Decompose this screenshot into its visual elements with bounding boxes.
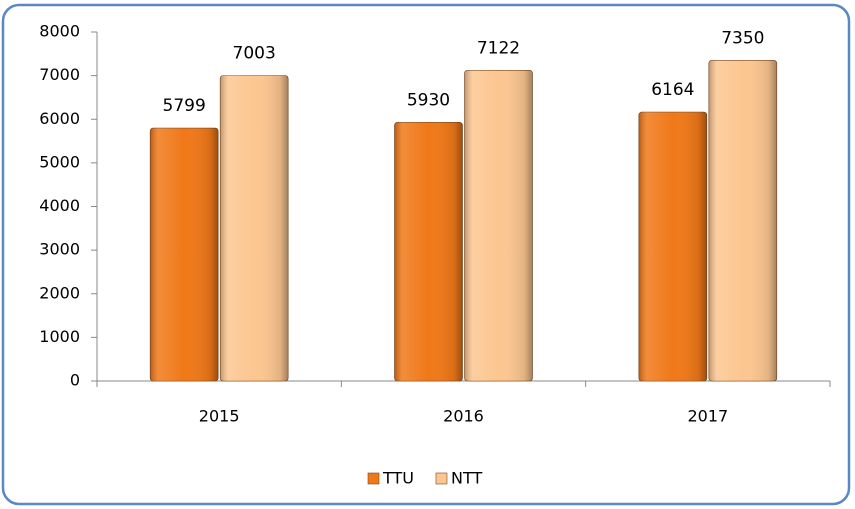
y-tick-label: 0 [70,371,80,390]
bar [219,75,289,382]
y-tick-label: 5000 [39,152,80,171]
legend-label: NTT [451,469,482,488]
data-label: 7003 [233,43,276,63]
y-tick-label: 8000 [39,22,80,41]
bar [708,60,778,382]
bar [638,111,708,382]
bar [394,122,463,382]
legend-swatch [435,472,448,485]
data-label: 5930 [407,90,450,110]
x-tick-label: 2016 [443,407,484,426]
y-tick-label: 7000 [39,65,80,84]
x-tick-label: 2015 [199,407,240,426]
legend-swatch [367,472,380,485]
y-tick-label: 4000 [39,196,80,215]
y-tick-label: 3000 [39,240,80,259]
data-label: 6164 [651,80,694,100]
bar [149,127,219,382]
y-tick-label: 1000 [39,327,80,346]
x-tick-label: 2017 [687,407,728,426]
legend-label: TTU [382,469,414,488]
y-tick-label: 2000 [39,283,80,302]
data-label: 5799 [163,96,206,116]
bar [464,70,533,382]
y-tick-label: 6000 [39,109,80,128]
data-label: 7350 [721,28,764,48]
data-label: 7122 [477,38,520,58]
